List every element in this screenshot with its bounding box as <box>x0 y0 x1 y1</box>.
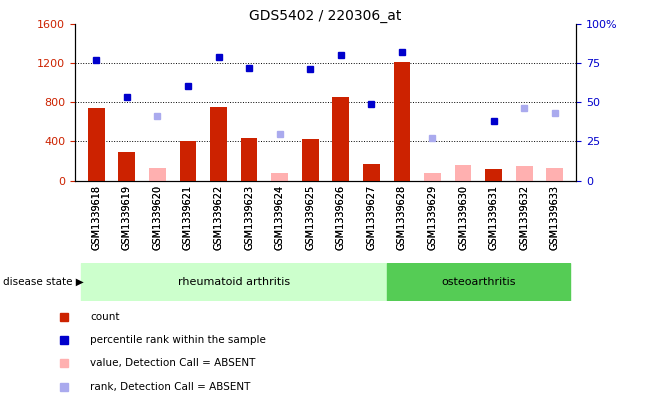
Bar <box>363 163 380 181</box>
Text: osteoarthritis: osteoarthritis <box>441 277 516 287</box>
Text: GSM1339632: GSM1339632 <box>519 185 529 250</box>
Text: GSM1339625: GSM1339625 <box>305 185 315 250</box>
Text: GSM1339630: GSM1339630 <box>458 185 468 250</box>
Text: GSM1339621: GSM1339621 <box>183 185 193 250</box>
Text: GSM1339620: GSM1339620 <box>152 185 162 250</box>
Text: rheumatoid arthritis: rheumatoid arthritis <box>178 277 290 287</box>
Bar <box>387 263 570 301</box>
Text: GSM1339631: GSM1339631 <box>489 185 499 250</box>
Bar <box>210 107 227 181</box>
Bar <box>424 173 441 181</box>
Bar <box>149 168 166 181</box>
Text: GSM1339619: GSM1339619 <box>122 185 132 250</box>
Text: GSM1339622: GSM1339622 <box>214 185 223 250</box>
Text: GSM1339627: GSM1339627 <box>367 185 376 250</box>
Bar <box>333 97 349 181</box>
Text: GSM1339631: GSM1339631 <box>489 185 499 250</box>
Bar <box>454 165 471 181</box>
Text: GSM1339628: GSM1339628 <box>397 185 407 250</box>
Bar <box>81 263 387 301</box>
Text: disease state ▶: disease state ▶ <box>3 277 84 287</box>
Text: rank, Detection Call = ABSENT: rank, Detection Call = ABSENT <box>90 382 251 391</box>
Bar <box>485 169 502 181</box>
Text: GSM1339628: GSM1339628 <box>397 185 407 250</box>
Text: GSM1339623: GSM1339623 <box>244 185 254 250</box>
Text: GSM1339620: GSM1339620 <box>152 185 162 250</box>
Text: GSM1339623: GSM1339623 <box>244 185 254 250</box>
Text: value, Detection Call = ABSENT: value, Detection Call = ABSENT <box>90 358 256 369</box>
Bar <box>546 168 563 181</box>
Text: GSM1339618: GSM1339618 <box>91 185 102 250</box>
Text: percentile rank within the sample: percentile rank within the sample <box>90 335 266 345</box>
Bar <box>180 141 197 181</box>
Text: GSM1339622: GSM1339622 <box>214 185 223 250</box>
Text: GSM1339629: GSM1339629 <box>428 185 437 250</box>
Text: GSM1339626: GSM1339626 <box>336 185 346 250</box>
Title: GDS5402 / 220306_at: GDS5402 / 220306_at <box>249 9 402 22</box>
Bar <box>271 173 288 181</box>
Text: GSM1339619: GSM1339619 <box>122 185 132 250</box>
Bar <box>302 138 318 181</box>
Text: count: count <box>90 312 120 322</box>
Bar <box>393 62 410 181</box>
Bar <box>118 152 135 181</box>
Text: GSM1339627: GSM1339627 <box>367 185 376 250</box>
Text: GSM1339632: GSM1339632 <box>519 185 529 250</box>
Text: GSM1339633: GSM1339633 <box>549 185 560 250</box>
Text: GSM1339624: GSM1339624 <box>275 185 284 250</box>
Text: GSM1339626: GSM1339626 <box>336 185 346 250</box>
Text: GSM1339618: GSM1339618 <box>91 185 102 250</box>
Bar <box>241 138 258 181</box>
Text: GSM1339625: GSM1339625 <box>305 185 315 250</box>
Text: GSM1339629: GSM1339629 <box>428 185 437 250</box>
Text: GSM1339624: GSM1339624 <box>275 185 284 250</box>
Text: GSM1339630: GSM1339630 <box>458 185 468 250</box>
Bar <box>88 108 105 181</box>
Text: GSM1339633: GSM1339633 <box>549 185 560 250</box>
Text: GSM1339621: GSM1339621 <box>183 185 193 250</box>
Bar <box>516 165 533 181</box>
